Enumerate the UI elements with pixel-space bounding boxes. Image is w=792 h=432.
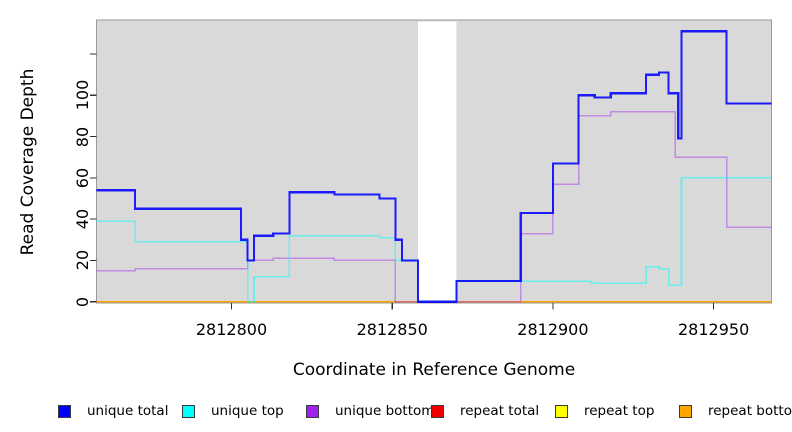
y-axis-title: Read Coverage Depth <box>18 68 38 256</box>
legend-item: repeat bottom <box>679 403 792 419</box>
legend-swatch-icon <box>58 404 71 418</box>
legend-swatch-icon <box>555 404 568 418</box>
legend-label: repeat top <box>584 403 655 419</box>
legend-label: repeat total <box>460 403 540 419</box>
series-unique-total <box>96 30 772 303</box>
y-tick-label: 40 <box>73 208 92 230</box>
legend-item: unique bottom <box>306 403 434 419</box>
x-tick-label: 2812950 <box>678 320 750 339</box>
legend-label: unique total <box>87 403 169 419</box>
legend-item: unique top <box>182 403 284 419</box>
x-axis-title: Coordinate in Reference Genome <box>292 360 576 380</box>
legend-item: repeat top <box>555 403 654 419</box>
legend-item: unique total <box>58 403 168 419</box>
legend-label: unique bottom <box>335 403 435 419</box>
y-tick-label: 100 <box>73 80 92 111</box>
legend-swatch-icon <box>306 404 319 418</box>
masked-region <box>417 21 457 303</box>
y-tick-label: 0 <box>73 296 92 307</box>
x-tick-label: 2812800 <box>195 320 268 339</box>
legend: unique total unique top unique bottom repea… <box>0 398 792 422</box>
legend-label: unique top <box>211 403 284 419</box>
legend-swatch-icon <box>679 404 692 418</box>
legend-label: repeat bottom <box>708 403 792 419</box>
x-tick-label: 2812850 <box>356 320 428 339</box>
y-tick-label: 20 <box>73 250 92 271</box>
y-tick-label: 60 <box>73 167 92 189</box>
plot-border <box>95 19 773 304</box>
legend-swatch-icon <box>182 404 195 418</box>
x-tick-label: 2812900 <box>517 320 589 339</box>
legend-item: repeat total <box>431 403 539 419</box>
y-tick-label: 80 <box>73 126 92 147</box>
legend-swatch-icon <box>431 404 444 418</box>
